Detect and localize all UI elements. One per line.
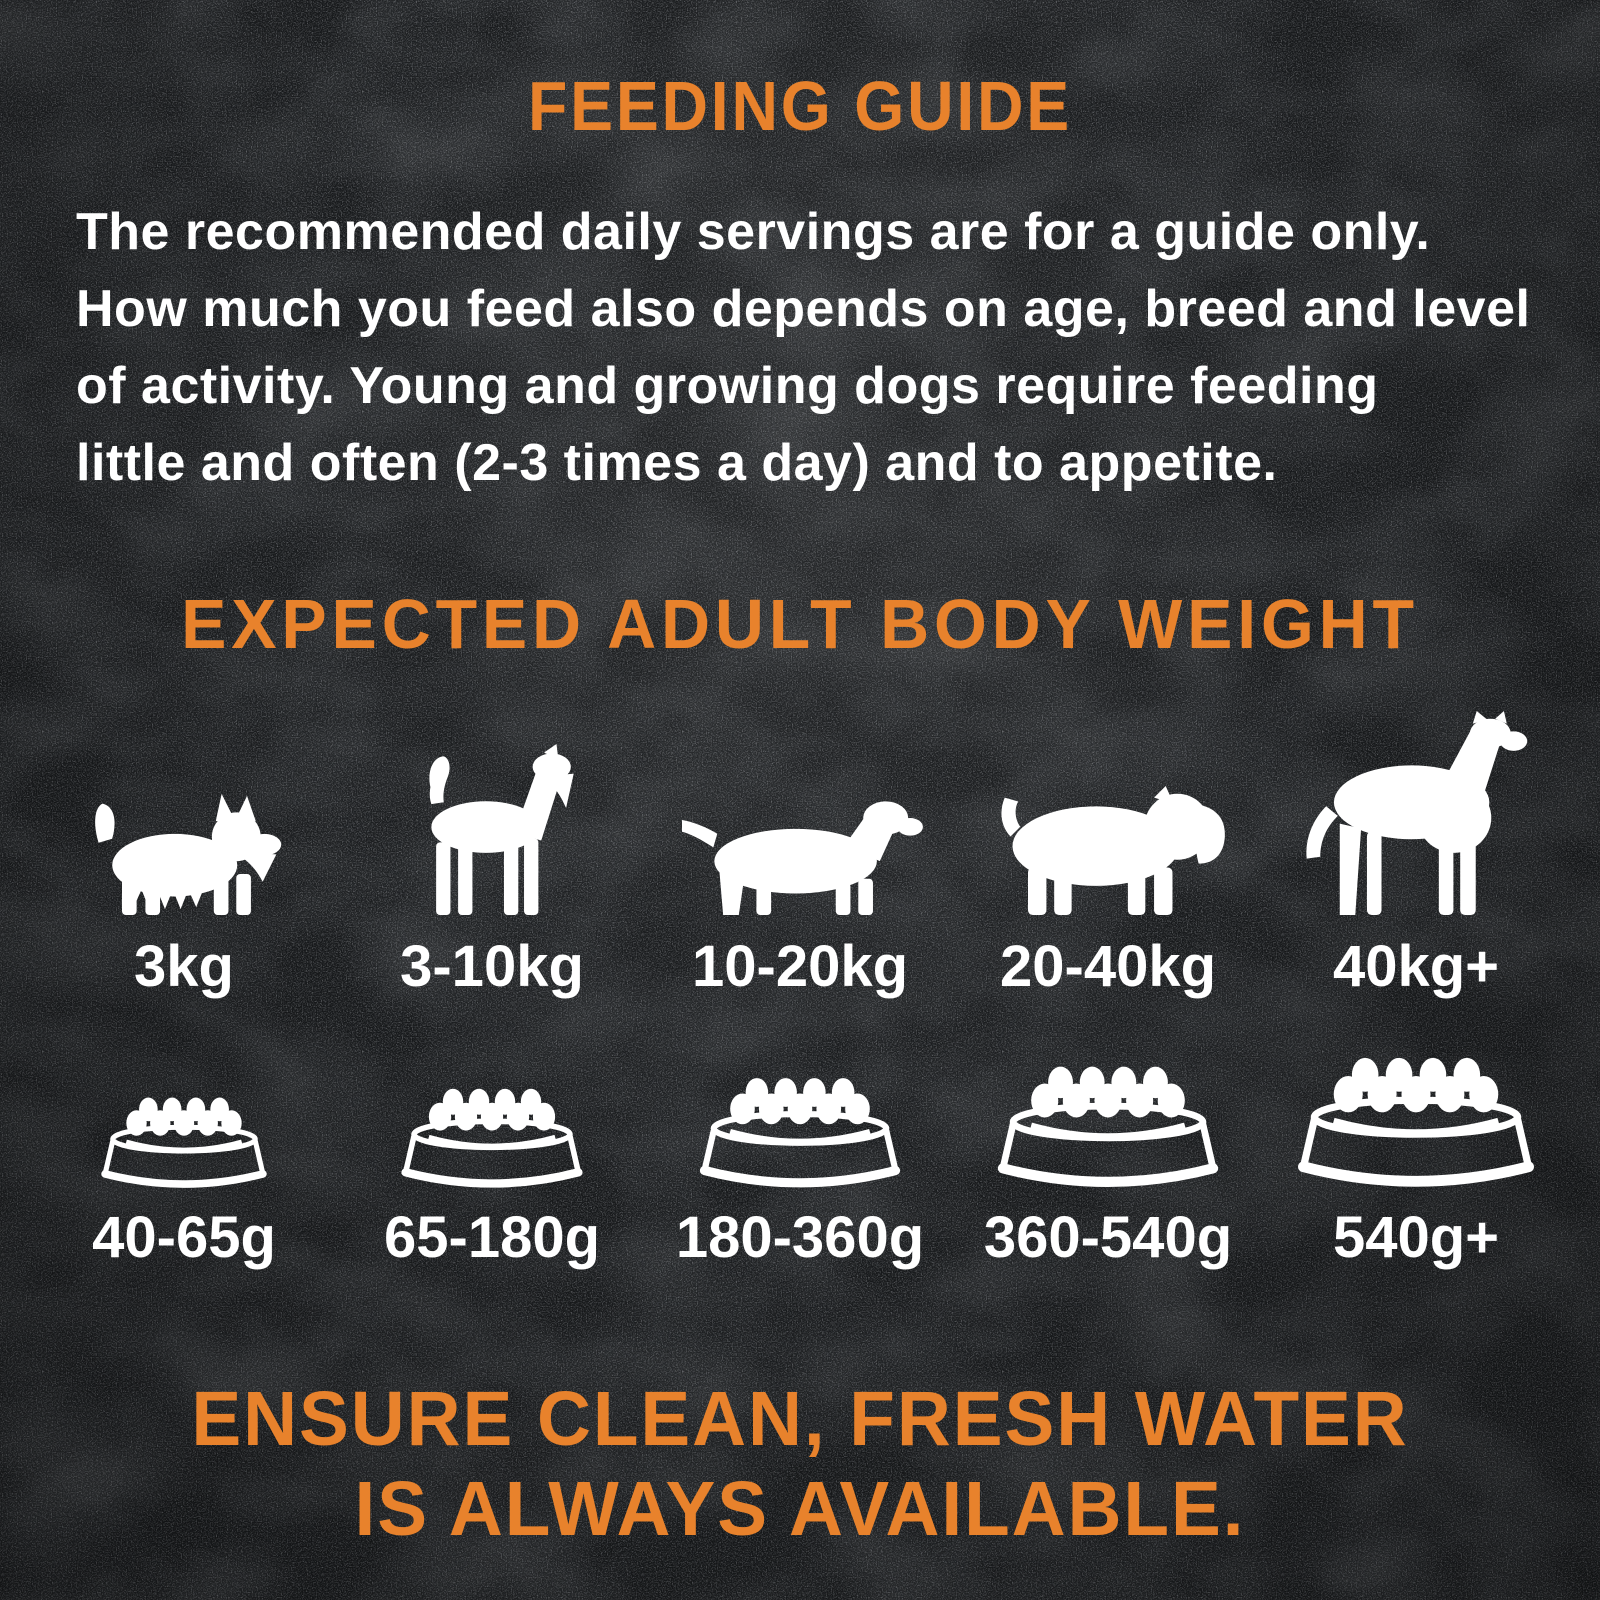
weight-label: 40kg+ — [1332, 934, 1500, 999]
weight-label: 3kg — [134, 934, 234, 999]
dog-size-row: 3kg 3-10kg — [30, 688, 1570, 1000]
serving-column-540g-plus: 540g+ — [1262, 1022, 1570, 1271]
serving-column-40-65g: 40-65g — [30, 1022, 338, 1271]
labrador-dog-icon — [678, 688, 923, 915]
serving-label: 540g+ — [1332, 1205, 1500, 1270]
serving-column-360-540g: 360-540g — [954, 1022, 1262, 1271]
small-terrier-dog-icon — [77, 688, 292, 915]
weight-label: 10-20kg — [691, 934, 909, 999]
serving-size-row: 40-65g 65-180g — [30, 1022, 1570, 1271]
intro-line: little and often (2-3 times a day) and t… — [76, 434, 1278, 492]
water-notice-line: ENSURE CLEAN, FRESH WATER — [191, 1376, 1409, 1462]
weight-column-3-10kg: 3-10kg — [338, 688, 646, 1000]
mastiff-dog-icon — [989, 688, 1227, 915]
intro-paragraph: The recommended daily servings are for a… — [76, 194, 1560, 502]
weight-column-20-40kg: 20-40kg — [954, 688, 1262, 1000]
intro-line: The recommended daily servings are for a… — [76, 203, 1431, 261]
terrier-dog-icon — [411, 688, 574, 915]
section-heading: EXPECTED ADULT BODY WEIGHT — [181, 585, 1419, 663]
serving-column-65-180g: 65-180g — [338, 1022, 646, 1271]
serving-column-180-360g: 180-360g — [646, 1022, 954, 1271]
serving-label: 40-65g — [92, 1205, 276, 1270]
extra-large-food-bowl-icon — [1295, 1022, 1537, 1190]
large-food-bowl-icon — [995, 1022, 1221, 1190]
extra-small-food-bowl-icon — [99, 1022, 269, 1190]
serving-label: 180-360g — [675, 1205, 925, 1270]
weight-column-10-20kg: 10-20kg — [646, 688, 954, 1000]
weight-label: 20-40kg — [999, 934, 1217, 999]
water-notice-line: IS ALWAYS AVAILABLE. — [354, 1466, 1246, 1552]
serving-label: 65-180g — [383, 1205, 601, 1270]
water-notice: ENSURE CLEAN, FRESH WATER IS ALWAYS AVAI… — [24, 1374, 1576, 1554]
weight-column-3kg: 3kg — [30, 688, 338, 1000]
intro-line: How much you feed also depends on age, b… — [76, 280, 1531, 338]
weight-label: 3-10kg — [400, 934, 584, 999]
serving-label: 360-540g — [983, 1205, 1233, 1270]
page-title: FEEDING GUIDE — [528, 67, 1072, 145]
small-food-bowl-icon — [399, 1022, 585, 1190]
intro-line: of activity. Young and growing dogs requ… — [76, 357, 1379, 415]
weight-column-40kg-plus: 40kg+ — [1262, 688, 1570, 1000]
great-dane-dog-icon — [1297, 688, 1535, 915]
medium-food-bowl-icon — [697, 1022, 903, 1190]
